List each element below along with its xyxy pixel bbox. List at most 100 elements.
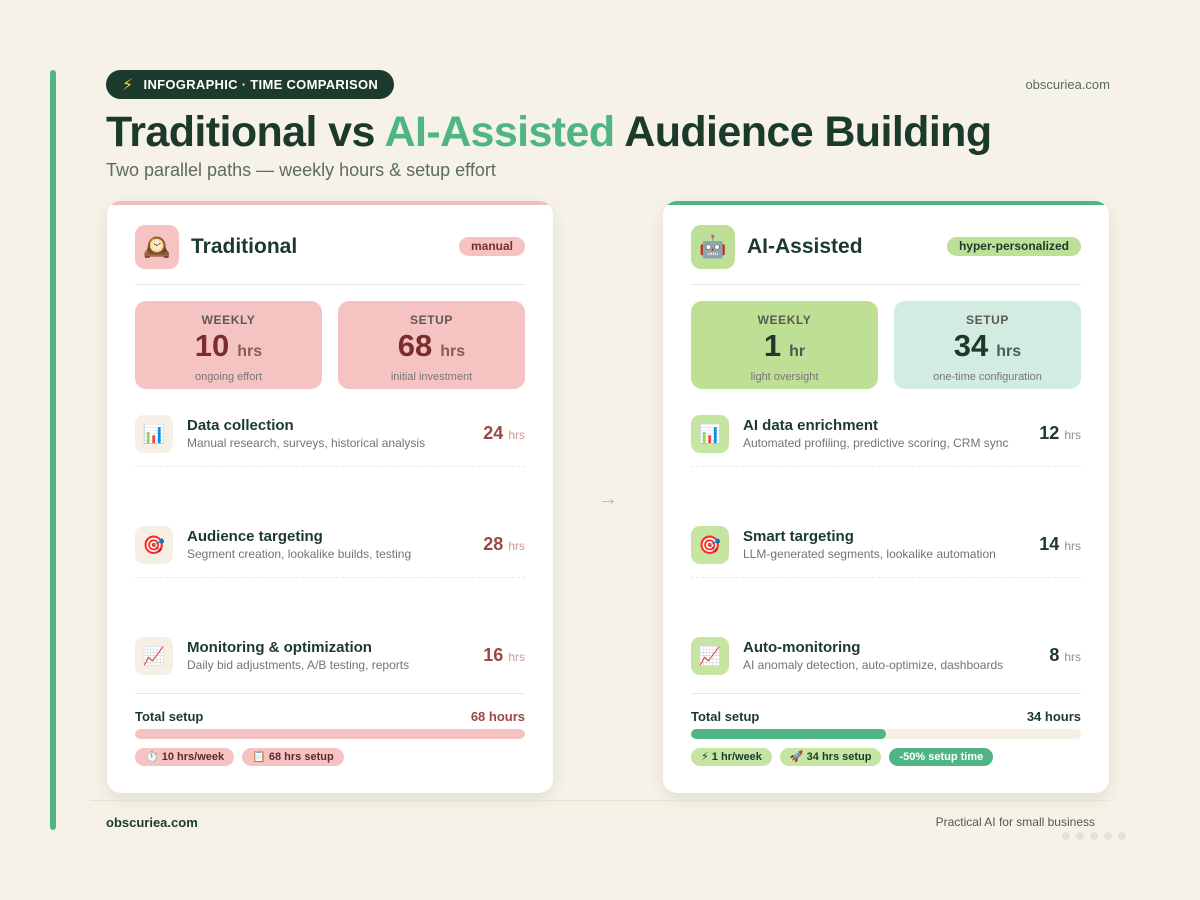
item-hours-value: 24 — [483, 423, 504, 443]
lightning-icon: ⚡ — [122, 76, 134, 94]
item-hours: 16 hrs — [483, 645, 525, 666]
item-hours-unit: hrs — [508, 539, 525, 553]
stat-label: WEEKLY — [201, 313, 256, 327]
pagination-dots — [1062, 832, 1126, 840]
summary-pills: ⏱️ 10 hrs/week 📋 68 hrs setup — [135, 748, 525, 766]
stat-caption: one-time configuration — [933, 371, 1042, 383]
stat-label: SETUP — [409, 313, 453, 327]
card-header: 🕰️ Traditional manual — [135, 225, 525, 285]
weekly-stat: WEEKLY 1 hr light oversight — [691, 301, 878, 389]
target-icon: 🎯 — [135, 526, 173, 564]
dot — [1104, 832, 1112, 840]
stat-number: 10 — [194, 328, 230, 363]
stat-value: 34 hrs — [894, 329, 1081, 369]
stat-unit: hrs — [440, 343, 466, 360]
card-header: 🤖 AI-Assisted hyper-personalized — [691, 225, 1081, 285]
total-value: 68 hours — [470, 709, 525, 724]
item-hours: 8 hrs — [1049, 645, 1081, 666]
item-hours-value: 28 — [483, 534, 504, 554]
item-hours: 24 hrs — [483, 423, 525, 444]
ai-assisted-card: 🤖 AI-Assisted hyper-personalized WEEKLY … — [663, 201, 1109, 793]
item-description: Manual research, surveys, historical ana… — [187, 436, 426, 450]
stat-value: 1 hr — [691, 329, 878, 369]
line-chart-icon: 📈 — [691, 637, 729, 675]
item-name: Data collection — [187, 417, 294, 434]
stat-value: 10 hrs — [135, 329, 322, 369]
stat-value: 68 hrs — [338, 329, 525, 369]
dot — [1118, 832, 1126, 840]
line-chart-icon: 📈 — [135, 637, 173, 675]
item-description: LLM-generated segments, lookalike automa… — [743, 547, 996, 561]
pill-savings: -50% setup time — [889, 748, 994, 766]
item-hours: 28 hrs — [483, 534, 525, 555]
item-hours-unit: hrs — [508, 650, 525, 664]
card-tag: manual — [458, 237, 525, 256]
item-hours-value: 8 — [1049, 645, 1060, 665]
total-setup: Total setup 68 hours ⏱️ 10 hrs/week 📋 68… — [135, 693, 525, 766]
dot — [1090, 832, 1098, 840]
stat-label: SETUP — [965, 313, 1009, 327]
item-hours-value: 14 — [1039, 534, 1060, 554]
dot — [1076, 832, 1084, 840]
card-title: AI-Assisted — [747, 235, 863, 258]
total-row: Total setup 68 hours — [135, 709, 525, 724]
footer-divider — [90, 800, 1110, 801]
pill-setup: 📋 68 hrs setup — [242, 748, 344, 766]
card-top-stripe — [663, 201, 1109, 205]
item-hours-unit: hrs — [1064, 428, 1081, 442]
item-hours-value: 12 — [1039, 423, 1060, 443]
list-item-smart-targeting: 🎯 Smart targeting LLM-generated segments… — [691, 526, 1081, 578]
item-name: Monitoring & optimization — [187, 639, 372, 656]
stat-unit: hrs — [996, 343, 1022, 360]
item-description: AI anomaly detection, auto-optimize, das… — [743, 658, 1004, 672]
total-value: 34 hours — [1026, 709, 1081, 724]
total-label: Total setup — [691, 709, 760, 724]
infographic-badge: ⚡ INFOGRAPHIC · TIME COMPARISON — [106, 70, 395, 99]
weekly-stat: WEEKLY 10 hrs ongoing effort — [135, 301, 322, 389]
title-part1: Traditional vs — [106, 108, 385, 156]
target-icon: 🎯 — [691, 526, 729, 564]
title-part2: Audience Building — [614, 108, 992, 156]
accent-bar — [50, 70, 56, 830]
list-item-ai-data-enrichment: 📊 AI data enrichment Automated profiling… — [691, 415, 1081, 467]
list-item-data-collection: 📊 Data collection Manual research, surve… — [135, 415, 525, 467]
card-tag: hyper-personalized — [946, 237, 1081, 256]
total-setup: Total setup 34 hours ⚡ 1 hr/week 🚀 34 hr… — [691, 693, 1081, 766]
header-domain[interactable]: obscuriea.com — [1025, 77, 1110, 92]
item-description: Daily bid adjustments, A/B testing, repo… — [187, 658, 410, 672]
list-item-auto-monitoring: 📈 Auto-monitoring AI anomaly detection, … — [691, 637, 1081, 689]
item-description: Automated profiling, predictive scoring,… — [743, 436, 1009, 450]
page-subtitle: Two parallel paths — weekly hours & setu… — [106, 160, 496, 180]
stat-caption: initial investment — [390, 371, 473, 383]
pill-setup: 🚀 34 hrs setup — [779, 748, 882, 766]
setup-stat: SETUP 34 hrs one-time configuration — [894, 301, 1081, 389]
bar-chart-icon: 📊 — [691, 415, 729, 453]
total-progress-track — [691, 729, 1081, 739]
item-name: AI data enrichment — [743, 417, 879, 434]
robot-icon: 🤖 — [691, 225, 735, 269]
item-hours-unit: hrs — [508, 428, 525, 442]
stat-unit: hr — [789, 343, 806, 360]
clock-icon: 🕰️ — [135, 225, 179, 269]
card-top-stripe — [107, 201, 553, 205]
total-progress-track — [135, 729, 525, 739]
list-item-audience-targeting: 🎯 Audience targeting Segment creation, l… — [135, 526, 525, 578]
total-label: Total setup — [135, 709, 204, 724]
summary-pills: ⚡ 1 hr/week 🚀 34 hrs setup -50% setup ti… — [691, 748, 1081, 766]
traditional-card: 🕰️ Traditional manual WEEKLY 10 hrs ongoi… — [107, 201, 553, 793]
bar-chart-icon: 📊 — [135, 415, 173, 453]
item-hours-unit: hrs — [1064, 650, 1081, 664]
item-name: Audience targeting — [187, 528, 323, 545]
stat-number: 1 — [763, 328, 782, 363]
footer-domain[interactable]: obscuriea.com — [106, 815, 198, 830]
stat-unit: hrs — [237, 343, 263, 360]
item-hours: 12 hrs — [1039, 423, 1081, 444]
item-hours-value: 16 — [483, 645, 504, 665]
card-title: Traditional — [191, 235, 298, 258]
pill-weekly: ⏱️ 10 hrs/week — [135, 748, 235, 766]
item-hours: 14 hrs — [1039, 534, 1081, 555]
stat-number: 34 — [953, 328, 989, 363]
badge-label: INFOGRAPHIC · TIME COMPARISON — [143, 77, 379, 92]
page-title: Traditional vs AI-Assisted Audience Buil… — [106, 108, 992, 157]
stat-caption: ongoing effort — [194, 371, 263, 383]
